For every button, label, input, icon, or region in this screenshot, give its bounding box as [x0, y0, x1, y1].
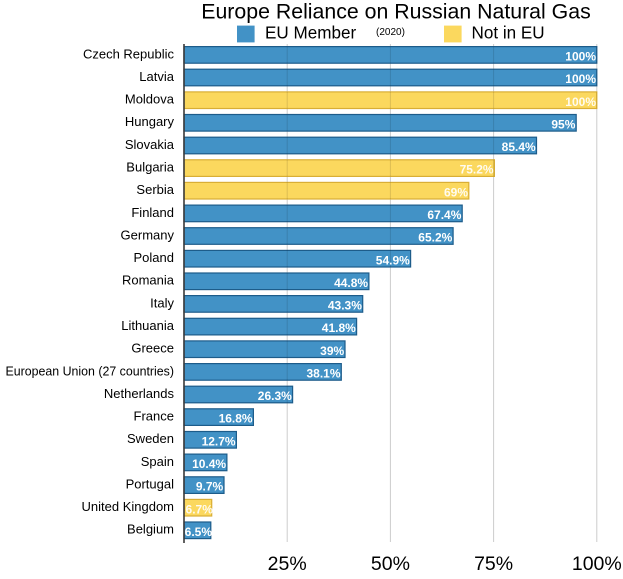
svg-text:EU Member: EU Member: [265, 24, 356, 43]
svg-text:Hungary: Hungary: [125, 114, 175, 129]
svg-text:25%: 25%: [268, 553, 307, 574]
svg-text:50%: 50%: [371, 553, 410, 574]
svg-text:United Kingdom: United Kingdom: [82, 499, 175, 514]
svg-text:Sweden: Sweden: [127, 431, 174, 446]
svg-text:39%: 39%: [320, 344, 344, 358]
svg-text:Finland: Finland: [131, 205, 174, 220]
svg-text:6.7%: 6.7%: [186, 502, 214, 516]
svg-text:Netherlands: Netherlands: [104, 386, 175, 401]
svg-text:Moldova: Moldova: [125, 92, 175, 107]
svg-text:Belgium: Belgium: [127, 522, 174, 537]
svg-text:38.1%: 38.1%: [306, 367, 340, 381]
svg-text:95%: 95%: [551, 117, 575, 131]
svg-text:100%: 100%: [572, 553, 622, 574]
svg-text:Europe Reliance on Russian Nat: Europe Reliance on Russian Natural Gas: [201, 0, 590, 23]
svg-text:6.5%: 6.5%: [185, 525, 213, 539]
svg-text:Greece: Greece: [131, 341, 174, 356]
svg-text:Romania: Romania: [122, 273, 175, 288]
svg-text:10.4%: 10.4%: [192, 457, 226, 471]
svg-text:Slovakia: Slovakia: [125, 137, 175, 152]
svg-text:12.7%: 12.7%: [202, 434, 236, 448]
svg-text:65.2%: 65.2%: [418, 231, 452, 245]
svg-text:26.3%: 26.3%: [258, 389, 292, 403]
svg-text:69%: 69%: [444, 185, 468, 199]
svg-text:Lithuania: Lithuania: [121, 318, 175, 333]
svg-text:100%: 100%: [565, 50, 596, 64]
svg-text:Italy: Italy: [150, 295, 174, 310]
svg-text:(2020): (2020): [376, 27, 405, 38]
svg-text:Serbia: Serbia: [136, 182, 174, 197]
svg-text:Portugal: Portugal: [126, 477, 175, 492]
svg-text:67.4%: 67.4%: [427, 208, 461, 222]
svg-text:16.8%: 16.8%: [219, 412, 253, 426]
svg-text:75%: 75%: [474, 553, 513, 574]
svg-text:100%: 100%: [565, 72, 596, 86]
svg-text:Spain: Spain: [141, 454, 174, 469]
svg-text:44.8%: 44.8%: [334, 276, 368, 290]
svg-text:Latvia: Latvia: [139, 69, 174, 84]
svg-text:European Union (27 countries): European Union (27 countries): [6, 363, 175, 378]
svg-text:9.7%: 9.7%: [196, 480, 224, 494]
svg-text:Germany: Germany: [121, 227, 175, 242]
svg-text:54.9%: 54.9%: [376, 253, 410, 267]
svg-text:Czech Republic: Czech Republic: [83, 46, 175, 61]
svg-text:41.8%: 41.8%: [322, 321, 356, 335]
svg-text:75.2%: 75.2%: [460, 163, 494, 177]
svg-text:Not in EU: Not in EU: [472, 24, 545, 43]
svg-text:Poland: Poland: [134, 250, 174, 265]
svg-text:Bulgaria: Bulgaria: [126, 160, 174, 175]
svg-text:85.4%: 85.4%: [502, 140, 536, 154]
svg-text:43.3%: 43.3%: [328, 299, 362, 313]
svg-text:100%: 100%: [565, 95, 596, 109]
svg-text:France: France: [134, 409, 174, 424]
